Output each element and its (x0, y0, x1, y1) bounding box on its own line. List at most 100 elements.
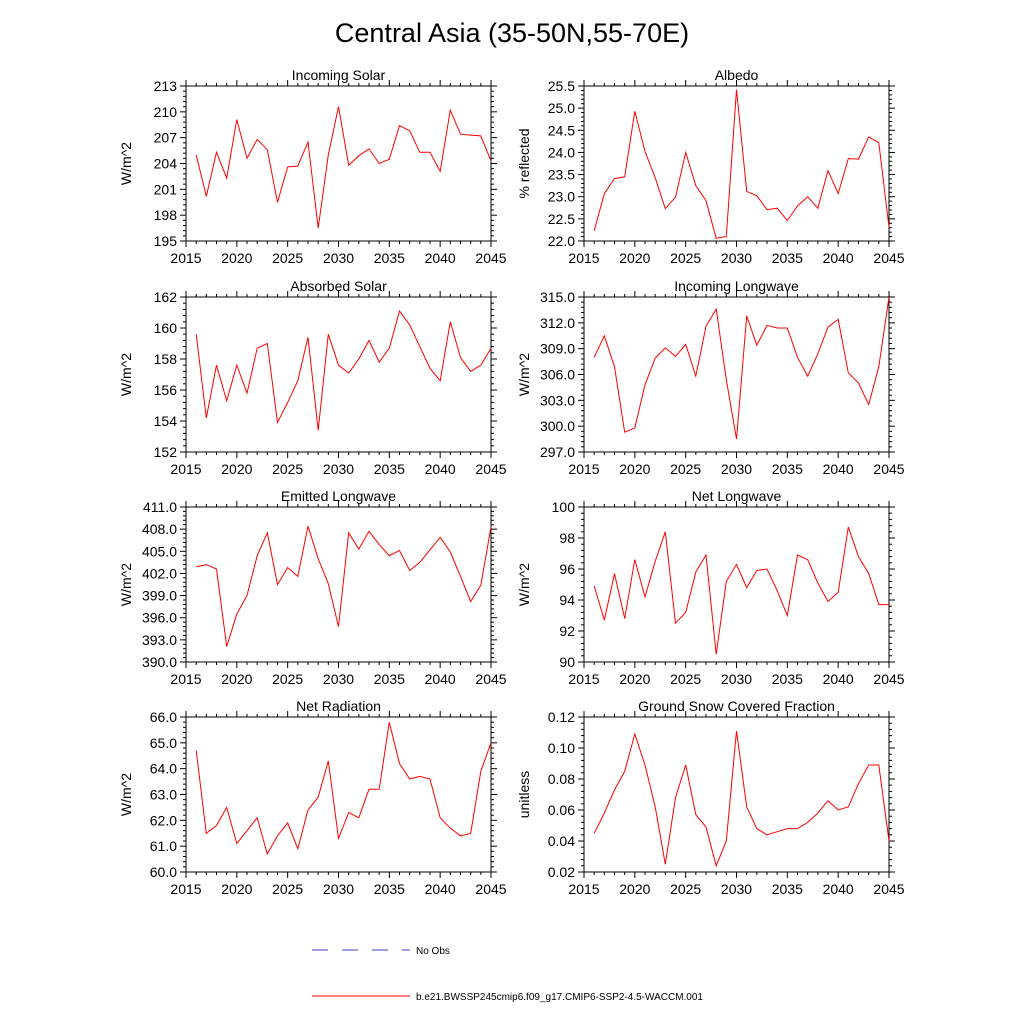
chart-absorbed-solar-ytick-label: 156 (154, 382, 178, 398)
chart-emitted-longwave-frame (186, 507, 491, 662)
chart-net-longwave-ylabel: W/m^2 (516, 563, 532, 606)
chart-incoming-solar-ylabel: W/m^2 (118, 142, 134, 185)
chart-net-radiation-xtick-label: 2035 (374, 881, 405, 897)
chart-net-longwave-ytick-label: 94 (559, 592, 575, 608)
chart-net-longwave-xtick-label: 2025 (670, 671, 701, 687)
chart-emitted-longwave-xtick-label: 2015 (170, 671, 201, 687)
chart-incoming-longwave-ytick-label: 309.0 (540, 341, 575, 357)
chart-albedo-xtick-label: 2040 (823, 250, 854, 266)
panels: Incoming SolarW/m^2195198201204207210213… (118, 67, 905, 897)
chart-net-longwave-ytick-label: 100 (552, 499, 576, 515)
chart-emitted-longwave-xtick-label: 2030 (323, 671, 354, 687)
chart-incoming-solar-xtick-label: 2045 (475, 250, 506, 266)
chart-incoming-solar-ytick-label: 201 (154, 181, 178, 197)
chart-incoming-longwave-xtick-label: 2045 (873, 461, 904, 477)
chart-albedo-ytick-label: 23.0 (548, 189, 575, 205)
chart-emitted-longwave-ytick-label: 393.0 (142, 632, 177, 648)
chart-incoming-solar-ytick-label: 204 (154, 156, 178, 172)
chart-net-longwave-xtick-label: 2035 (772, 671, 803, 687)
chart-net-radiation: Net RadiationW/m^260.061.062.063.064.065… (118, 698, 507, 897)
chart-absorbed-solar-ytick-label: 160 (154, 320, 178, 336)
chart-incoming-longwave-xtick-label: 2035 (772, 461, 803, 477)
chart-net-radiation-ytick-label: 63.0 (150, 787, 177, 803)
chart-incoming-solar-ytick-label: 207 (154, 130, 178, 146)
chart-ground-snow-covered-fraction-ytick-label: 0.06 (548, 802, 575, 818)
legend-obs-label: No Obs (416, 946, 450, 957)
chart-incoming-longwave-ytick-label: 300.0 (540, 418, 575, 434)
chart-ground-snow-covered-fraction: Ground Snow Covered Fractionunitless0.02… (516, 698, 905, 897)
chart-ground-snow-covered-fraction-ytick-label: 0.04 (548, 833, 575, 849)
chart-ground-snow-covered-fraction-xtick-label: 2040 (823, 881, 854, 897)
chart-ground-snow-covered-fraction-ylabel: unitless (516, 771, 532, 818)
chart-emitted-longwave-ytick-label: 390.0 (142, 654, 177, 670)
chart-ground-snow-covered-fraction-ytick-label: 0.12 (548, 709, 575, 725)
chart-albedo-frame (584, 86, 889, 241)
chart-incoming-solar-xtick-label: 2015 (170, 250, 201, 266)
chart-ground-snow-covered-fraction-ytick-label: 0.08 (548, 771, 575, 787)
chart-absorbed-solar-xtick-label: 2035 (374, 461, 405, 477)
chart-ground-snow-covered-fraction-ytick-label: 0.10 (548, 740, 575, 756)
chart-net-radiation-ytick-label: 65.0 (150, 735, 177, 751)
chart-net-radiation-series-line (196, 722, 491, 854)
chart-net-radiation-xtick-label: 2030 (323, 881, 354, 897)
chart-incoming-solar-xtick-label: 2030 (323, 250, 354, 266)
chart-ground-snow-covered-fraction-xtick-label: 2020 (619, 881, 650, 897)
chart-incoming-solar-series-line (196, 107, 491, 228)
legend: No Obs b.e21.BWSSP245cmip6.f09_g17.CMIP6… (312, 946, 703, 1003)
chart-emitted-longwave-ytick-label: 402.0 (142, 565, 177, 581)
chart-incoming-longwave-ytick-label: 315.0 (540, 289, 575, 305)
chart-ground-snow-covered-fraction-series-line (594, 731, 889, 866)
chart-incoming-solar-ytick-label: 195 (154, 233, 178, 249)
chart-net-longwave-ytick-label: 98 (559, 530, 575, 546)
chart-emitted-longwave-ytick-label: 405.0 (142, 543, 177, 559)
chart-net-longwave-ytick-label: 96 (559, 561, 575, 577)
chart-ground-snow-covered-fraction-ytick-label: 0.02 (548, 864, 575, 880)
chart-albedo-xtick-label: 2025 (670, 250, 701, 266)
chart-absorbed-solar-ytick-label: 154 (154, 413, 178, 429)
chart-absorbed-solar-ytick-label: 162 (154, 289, 178, 305)
chart-net-radiation-xtick-label: 2015 (170, 881, 201, 897)
chart-emitted-longwave-ytick-label: 411.0 (143, 499, 177, 515)
chart-emitted-longwave-ytick-label: 396.0 (142, 610, 177, 626)
chart-net-radiation-xtick-label: 2025 (272, 881, 303, 897)
chart-albedo-ytick-label: 24.5 (548, 122, 575, 138)
chart-net-longwave-series-line (594, 527, 889, 654)
chart-net-radiation-ylabel: W/m^2 (118, 773, 134, 816)
chart-albedo-xtick-label: 2015 (568, 250, 599, 266)
chart-emitted-longwave-xtick-label: 2035 (374, 671, 405, 687)
chart-emitted-longwave-xtick-label: 2025 (272, 671, 303, 687)
chart-absorbed-solar-series-line (196, 311, 491, 430)
chart-emitted-longwave-ytick-label: 399.0 (142, 588, 177, 604)
chart-albedo-series-line (594, 90, 889, 239)
chart-emitted-longwave-ytick-label: 408.0 (142, 521, 177, 537)
figure-title: Central Asia (35-50N,55-70E) (335, 18, 689, 48)
legend-model-label: b.e21.BWSSP245cmip6.f09_g17.CMIP6-SSP2-4… (416, 992, 703, 1003)
chart-incoming-solar-xtick-label: 2020 (221, 250, 252, 266)
chart-incoming-longwave-ytick-label: 306.0 (540, 367, 575, 383)
chart-absorbed-solar-ytick-label: 158 (154, 351, 178, 367)
chart-net-radiation-ytick-label: 64.0 (150, 761, 177, 777)
chart-net-longwave-xtick-label: 2030 (721, 671, 752, 687)
chart-albedo: Albedo% reflected22.022.523.023.524.024.… (516, 67, 905, 266)
chart-net-radiation-ytick-label: 62.0 (150, 812, 177, 828)
chart-absorbed-solar-xtick-label: 2020 (221, 461, 252, 477)
chart-net-longwave-ytick-label: 90 (559, 654, 575, 670)
chart-net-radiation-ytick-label: 60.0 (150, 864, 177, 880)
chart-net-longwave-xtick-label: 2045 (873, 671, 904, 687)
chart-absorbed-solar-xtick-label: 2015 (170, 461, 201, 477)
chart-ground-snow-covered-fraction-xtick-label: 2015 (568, 881, 599, 897)
chart-net-longwave-xtick-label: 2015 (568, 671, 599, 687)
chart-incoming-longwave: Incoming LongwaveW/m^2297.0300.0303.0306… (516, 278, 905, 477)
chart-absorbed-solar-xtick-label: 2040 (425, 461, 456, 477)
chart-emitted-longwave-ylabel: W/m^2 (118, 563, 134, 606)
chart-net-longwave-xtick-label: 2020 (619, 671, 650, 687)
chart-albedo-xtick-label: 2030 (721, 250, 752, 266)
chart-ground-snow-covered-fraction-xtick-label: 2025 (670, 881, 701, 897)
chart-ground-snow-covered-fraction-xtick-label: 2030 (721, 881, 752, 897)
chart-incoming-solar-xtick-label: 2035 (374, 250, 405, 266)
chart-albedo-ytick-label: 25.5 (548, 78, 575, 94)
chart-incoming-longwave-ytick-label: 312.0 (540, 315, 575, 331)
chart-net-radiation-ytick-label: 61.0 (150, 838, 177, 854)
chart-albedo-ytick-label: 22.0 (548, 233, 575, 249)
